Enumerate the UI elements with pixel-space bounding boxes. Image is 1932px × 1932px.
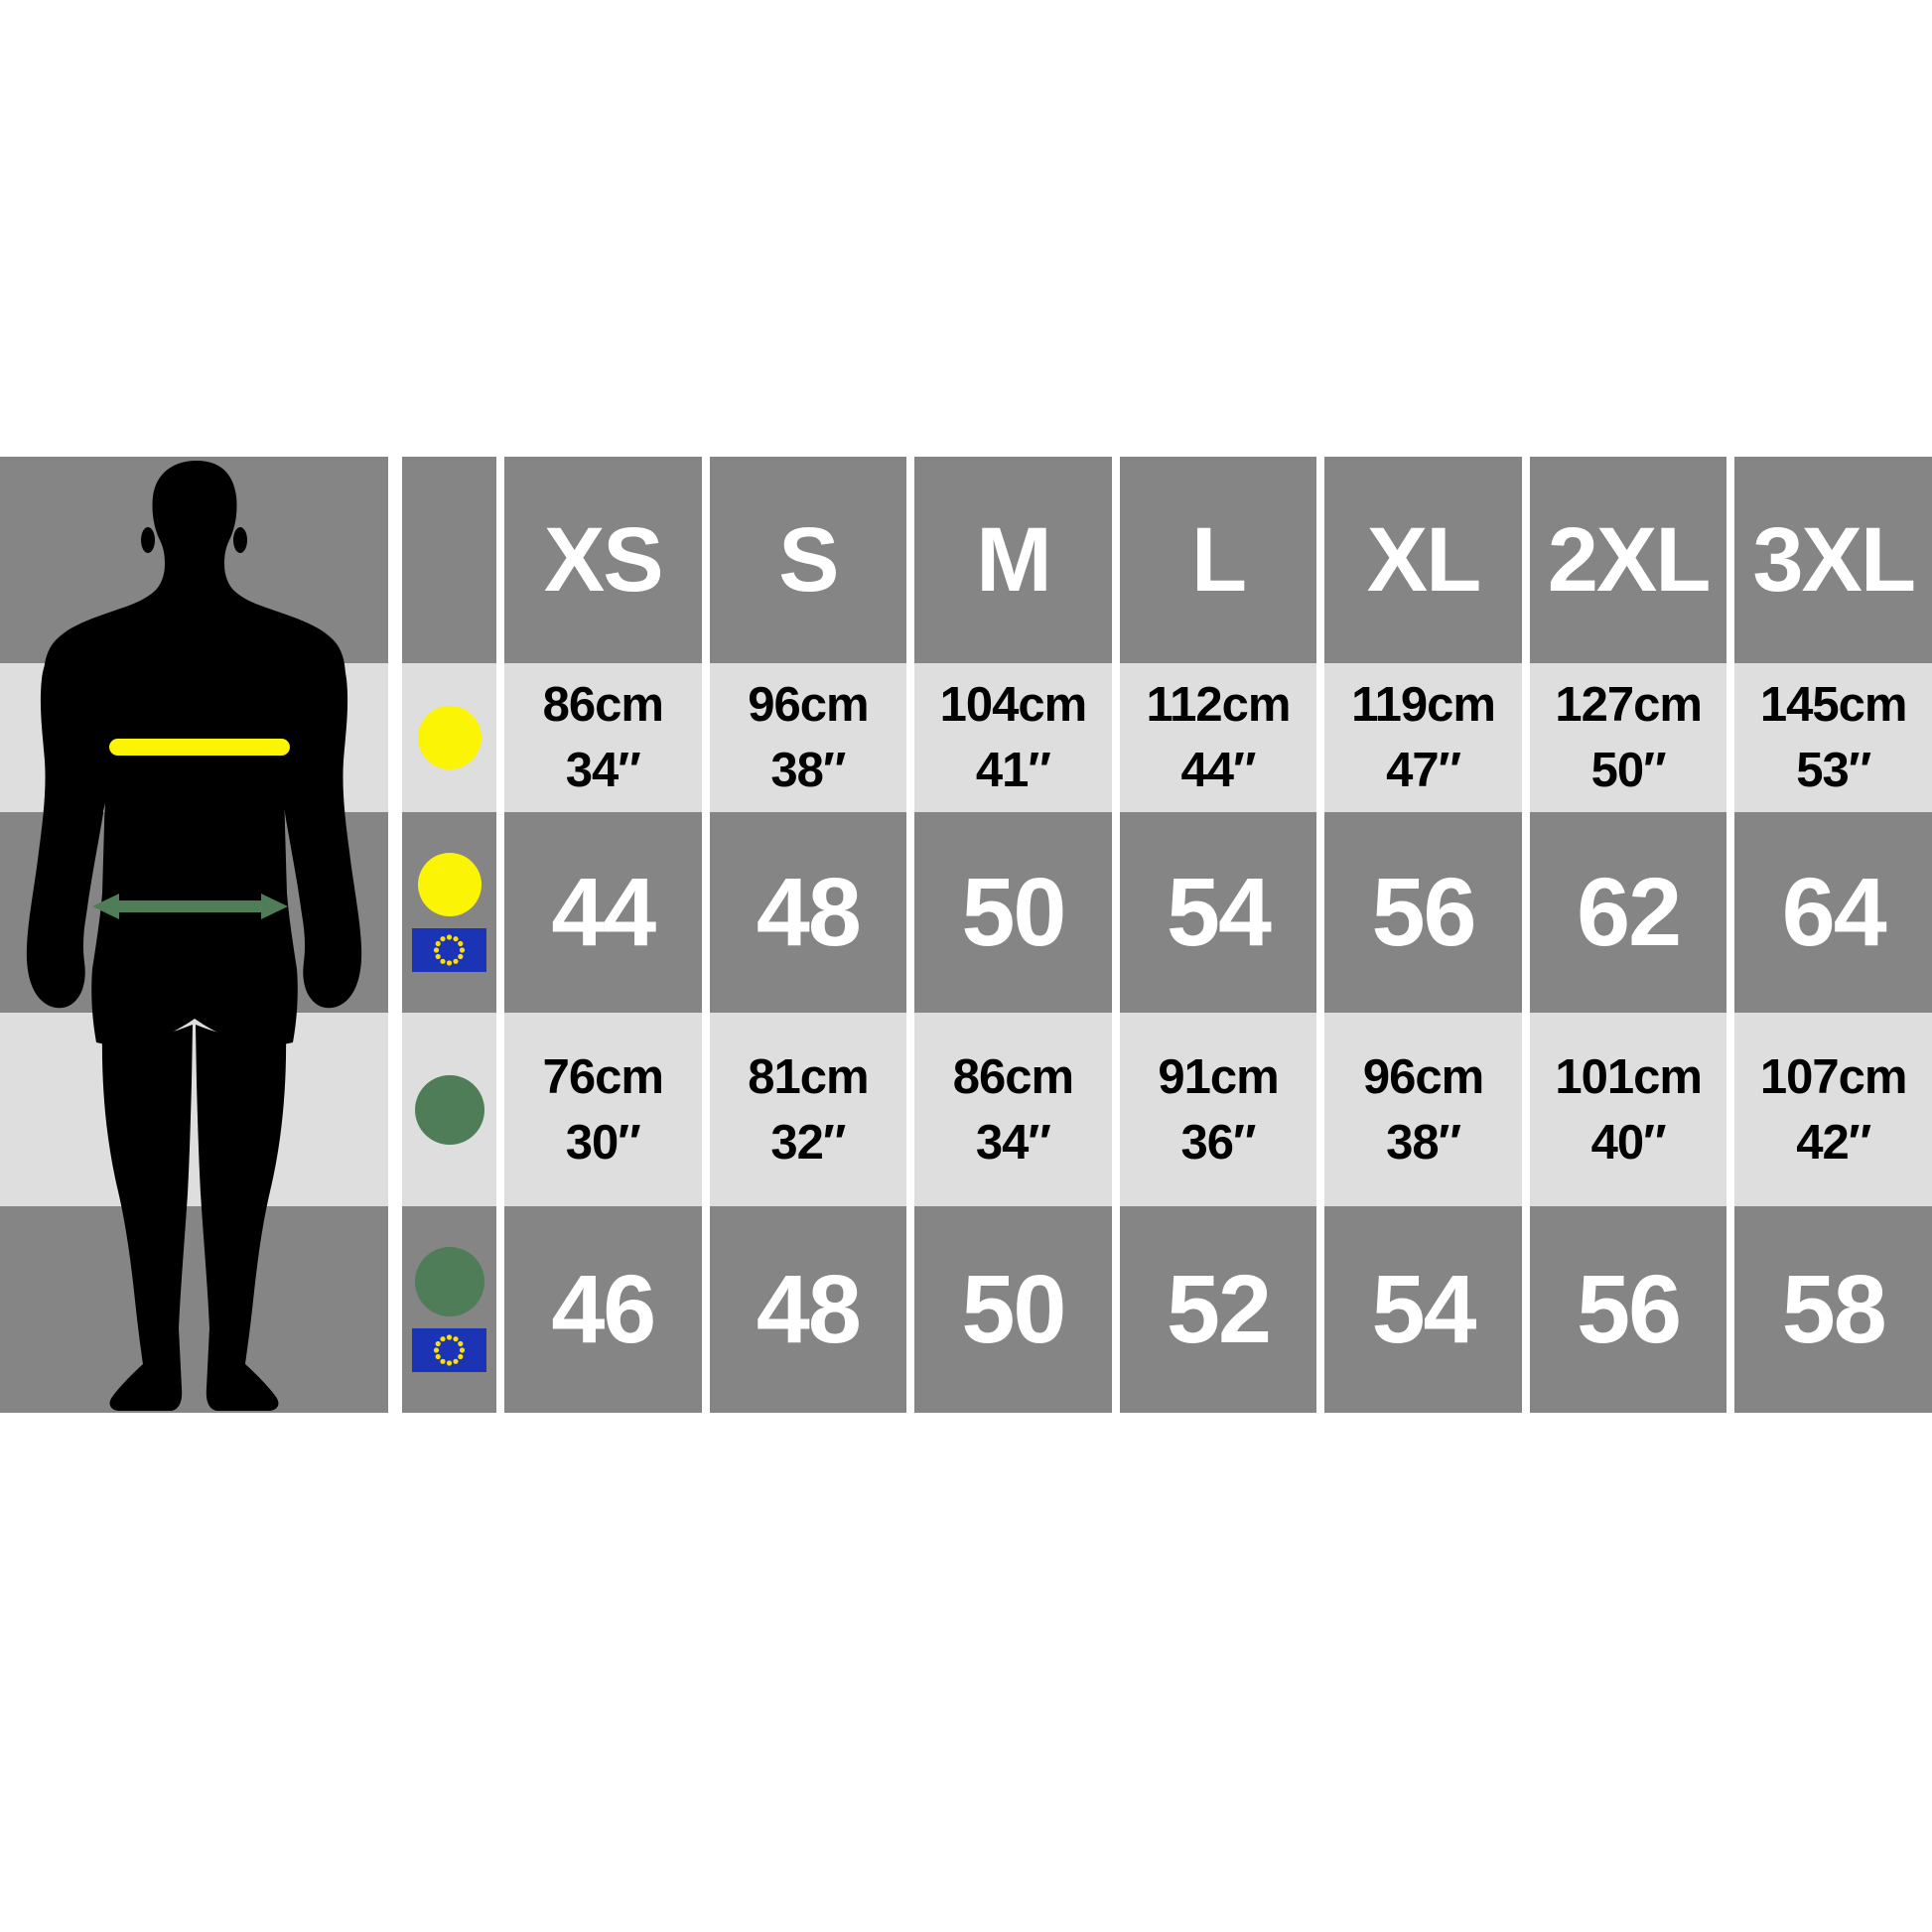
chest-inch-value: 34″ (565, 744, 641, 797)
eu-flag-icon (412, 928, 486, 972)
waist-eu-cell: 48 (709, 1206, 907, 1413)
waist-measure-cell: 86cm 34″ (914, 1013, 1112, 1206)
chest-measure-cell: 96cm 38″ (709, 663, 907, 812)
legend-row-chest-eu (402, 812, 496, 1013)
waist-measure-cell: 81cm 32″ (709, 1013, 907, 1206)
size-header: XL (1324, 457, 1522, 663)
waist-eu-cell: 46 (504, 1206, 702, 1413)
chest-eu-cell: 64 (1734, 812, 1932, 1013)
silhouette-leg-left (101, 1025, 193, 1411)
silhouette-column (0, 457, 388, 1413)
chest-cm-value: 112cm (1146, 678, 1292, 732)
waist-inch-value: 32″ (770, 1115, 846, 1170)
chest-inch-value: 50″ (1590, 744, 1667, 797)
waist-inch-value: 34″ (975, 1115, 1051, 1170)
band-row4 (0, 1013, 388, 1206)
waist-inch-value: 30″ (565, 1115, 641, 1170)
waist-cm-value: 76cm (542, 1049, 664, 1104)
chest-inch-value: 38″ (770, 744, 846, 797)
waist-inch-value: 36″ (1180, 1115, 1257, 1170)
legend-row-header (402, 457, 496, 663)
waist-inch-value: 42″ (1796, 1115, 1871, 1170)
waist-measure-arrow (92, 894, 288, 919)
chest-cm-value: 96cm (748, 678, 869, 732)
size-header: 3XL (1734, 457, 1932, 663)
waist-inch-value: 38″ (1386, 1115, 1461, 1170)
waist-eu-cell: 56 (1529, 1206, 1727, 1413)
chest-inch-value: 47″ (1386, 744, 1461, 797)
chest-cm-value: 127cm (1555, 678, 1703, 732)
chest-eu-cell: 48 (709, 812, 907, 1013)
chest-cm-value: 104cm (939, 678, 1088, 732)
waist-measure-cell: 96cm 38″ (1324, 1013, 1522, 1206)
chest-eu-cell: 62 (1529, 812, 1727, 1013)
chest-measure-cell: 112cm 44″ (1119, 663, 1317, 812)
silhouette-arm-left (26, 623, 120, 1009)
waist-circle-icon (414, 1247, 484, 1316)
waist-cm-value: 86cm (952, 1049, 1074, 1104)
chest-cm-value: 145cm (1759, 678, 1908, 732)
size-header: XS (504, 457, 702, 663)
band-row5 (0, 1206, 388, 1413)
chest-eu-cell: 50 (914, 812, 1112, 1013)
waist-cm-value: 101cm (1555, 1049, 1703, 1104)
silhouette-arm-right (268, 623, 362, 1009)
legend-column (402, 457, 496, 1413)
chest-eu-cell: 44 (504, 812, 702, 1013)
waist-cm-value: 81cm (748, 1049, 869, 1104)
waist-inch-value: 40″ (1590, 1115, 1667, 1170)
chest-cm-value: 119cm (1351, 678, 1496, 732)
chest-circle-icon (417, 853, 482, 916)
male-silhouette (26, 461, 362, 1411)
chest-inch-value: 41″ (975, 744, 1051, 797)
chest-measure-cell: 145cm 53″ (1734, 663, 1932, 812)
chest-cm-value: 86cm (542, 678, 664, 732)
size-table: XS S M L XL 2XL 3XL 86cm 34″ 96cm 38″ 10… (504, 457, 1932, 1413)
chest-inch-value: 44″ (1180, 744, 1257, 797)
size-header: 2XL (1529, 457, 1727, 663)
waist-eu-cell: 54 (1324, 1206, 1522, 1413)
waist-measure-cell: 91cm 36″ (1119, 1013, 1317, 1206)
size-header: M (914, 457, 1112, 663)
chest-measure-cell: 86cm 34″ (504, 663, 702, 812)
waist-measure-cell: 101cm 40″ (1529, 1013, 1727, 1206)
waist-cm-value: 96cm (1362, 1049, 1484, 1104)
legend-row-waist-cm (402, 1013, 496, 1206)
silhouette-ear-left (141, 527, 155, 553)
chest-measure-cell: 119cm 47″ (1324, 663, 1522, 812)
size-header: L (1119, 457, 1317, 663)
chest-measure-cell: 127cm 50″ (1529, 663, 1727, 812)
waist-cm-value: 107cm (1759, 1049, 1908, 1104)
chest-circle-icon (417, 706, 482, 769)
size-header: S (709, 457, 907, 663)
legend-row-chest-cm (402, 663, 496, 812)
chest-eu-cell: 56 (1324, 812, 1522, 1013)
silhouette-ear-right (233, 527, 247, 553)
silhouette-leg-right (196, 1025, 287, 1411)
waist-measure-cell: 76cm 30″ (504, 1013, 702, 1206)
chest-measure-cell: 104cm 41″ (914, 663, 1112, 812)
eu-flag-icon (412, 1328, 486, 1372)
waist-eu-cell: 50 (914, 1206, 1112, 1413)
waist-eu-cell: 52 (1119, 1206, 1317, 1413)
waist-eu-cell: 58 (1734, 1206, 1932, 1413)
chest-eu-cell: 54 (1119, 812, 1317, 1013)
size-chart: XS S M L XL 2XL 3XL 86cm 34″ 96cm 38″ 10… (0, 457, 1932, 1413)
chest-measure-line (109, 739, 290, 756)
waist-measure-cell: 107cm 42″ (1734, 1013, 1932, 1206)
chest-inch-value: 53″ (1796, 744, 1871, 797)
legend-row-waist-eu (402, 1206, 496, 1413)
waist-circle-icon (414, 1074, 484, 1145)
waist-cm-value: 91cm (1158, 1049, 1279, 1104)
